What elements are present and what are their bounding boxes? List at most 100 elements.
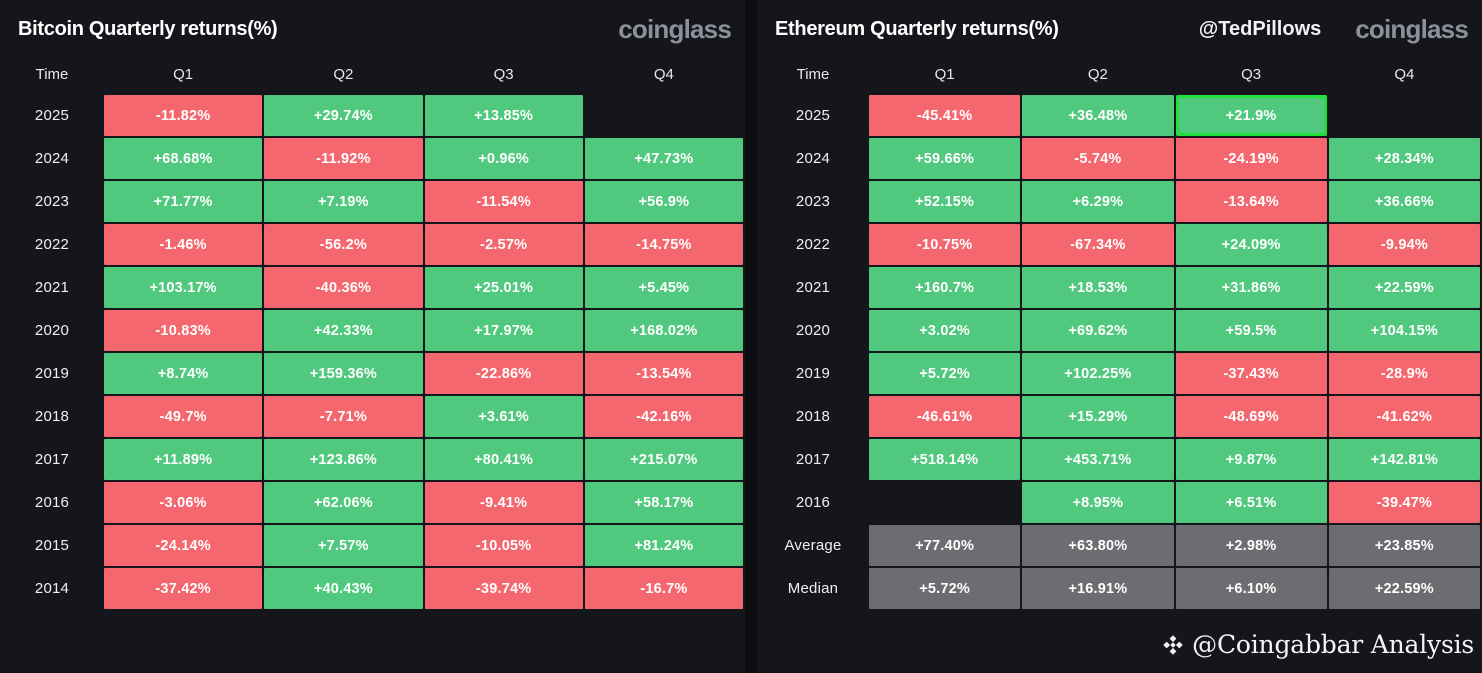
ethereum-cell[interactable]: -5.74% [1022, 138, 1174, 179]
bitcoin-cell[interactable]: -49.7% [104, 396, 263, 437]
bitcoin-cell[interactable]: +47.73% [584, 138, 743, 179]
bitcoin-cell[interactable]: +215.07% [584, 439, 743, 480]
ethereum-cell[interactable]: +59.66% [869, 138, 1021, 179]
ethereum-cell[interactable]: +9.87% [1175, 439, 1327, 480]
bitcoin-cell[interactable]: +68.68% [104, 138, 263, 179]
bitcoin-cell[interactable]: -39.74% [424, 568, 583, 609]
ethereum-cell[interactable]: +2.98% [1175, 525, 1327, 566]
bitcoin-cell[interactable]: -13.54% [584, 353, 743, 394]
bitcoin-cell[interactable] [585, 95, 743, 136]
bitcoin-cell[interactable]: +42.33% [264, 310, 423, 351]
ethereum-cell[interactable]: -39.47% [1328, 482, 1480, 523]
bitcoin-cell[interactable]: +103.17% [104, 267, 263, 308]
ethereum-cell[interactable]: -48.69% [1175, 396, 1327, 437]
bitcoin-cell[interactable]: +13.85% [424, 95, 583, 136]
ethereum-cell[interactable]: +8.95% [1022, 482, 1174, 523]
ethereum-cell[interactable]: +24.09% [1175, 224, 1327, 265]
ethereum-cell[interactable]: +453.71% [1022, 439, 1174, 480]
bitcoin-cell[interactable]: -9.41% [424, 482, 583, 523]
bitcoin-cell[interactable]: -24.14% [104, 525, 263, 566]
bitcoin-cell[interactable]: +56.9% [584, 181, 743, 222]
ethereum-cell[interactable]: +77.40% [869, 525, 1021, 566]
bitcoin-cell[interactable]: -7.71% [264, 396, 423, 437]
table-row: 2021 +103.17% -40.36% +25.01% +5.45% [2, 267, 743, 308]
ethereum-cell[interactable]: +31.86% [1175, 267, 1327, 308]
bitcoin-cell[interactable]: -42.16% [584, 396, 743, 437]
ethereum-cell[interactable]: +5.72% [869, 353, 1021, 394]
bitcoin-cell[interactable]: +25.01% [424, 267, 583, 308]
ethereum-cell[interactable]: -67.34% [1022, 224, 1174, 265]
bitcoin-cell[interactable]: -10.83% [104, 310, 263, 351]
ethereum-cell[interactable]: +5.72% [869, 568, 1021, 609]
ethereum-cell[interactable]: +3.02% [869, 310, 1021, 351]
bitcoin-cell[interactable]: +81.24% [584, 525, 743, 566]
bitcoin-cell[interactable]: +71.77% [104, 181, 263, 222]
bitcoin-cell[interactable]: -14.75% [584, 224, 743, 265]
ethereum-cell[interactable]: +36.48% [1022, 95, 1174, 136]
bitcoin-cell[interactable]: +11.89% [104, 439, 263, 480]
ethereum-cell[interactable]: +63.80% [1022, 525, 1174, 566]
bitcoin-cell[interactable]: -37.42% [104, 568, 263, 609]
bitcoin-cell[interactable]: -40.36% [264, 267, 423, 308]
ethereum-cell[interactable] [1329, 95, 1480, 136]
bitcoin-cell[interactable]: +29.74% [264, 95, 423, 136]
ethereum-cell[interactable]: +6.10% [1175, 568, 1327, 609]
ethereum-cell[interactable]: -9.94% [1328, 224, 1480, 265]
ethereum-cell[interactable]: +18.53% [1022, 267, 1174, 308]
ethereum-cell[interactable] [869, 482, 1020, 523]
ethereum-cell[interactable]: +6.51% [1175, 482, 1327, 523]
bitcoin-cell[interactable]: -3.06% [104, 482, 263, 523]
ethereum-cell[interactable]: -10.75% [869, 224, 1021, 265]
bitcoin-cell[interactable]: +8.74% [104, 353, 263, 394]
bitcoin-cell[interactable]: +80.41% [424, 439, 583, 480]
bitcoin-cell[interactable]: -16.7% [584, 568, 743, 609]
bitcoin-cell[interactable]: +7.19% [264, 181, 423, 222]
ethereum-cell[interactable]: +15.29% [1022, 396, 1174, 437]
bitcoin-cell[interactable]: +168.02% [584, 310, 743, 351]
bitcoin-cell[interactable]: +5.45% [584, 267, 743, 308]
ethereum-cell[interactable]: +22.59% [1328, 568, 1480, 609]
ethereum-col-header-q2: Q2 [1087, 66, 1108, 83]
bitcoin-cell[interactable]: +3.61% [424, 396, 583, 437]
ethereum-cell[interactable]: +142.81% [1328, 439, 1480, 480]
bitcoin-cell[interactable]: +123.86% [264, 439, 423, 480]
ethereum-cell[interactable]: +69.62% [1022, 310, 1174, 351]
ethereum-cell[interactable]: -24.19% [1175, 138, 1327, 179]
ethereum-cell[interactable]: +28.34% [1328, 138, 1480, 179]
ethereum-cell[interactable]: +59.5% [1175, 310, 1327, 351]
bitcoin-cell[interactable]: -11.82% [104, 95, 263, 136]
ethereum-cell[interactable]: +52.15% [869, 181, 1021, 222]
bitcoin-cell[interactable]: +7.57% [264, 525, 423, 566]
ethereum-cell[interactable]: +6.29% [1022, 181, 1174, 222]
ethereum-cell[interactable]: +21.9% [1175, 95, 1327, 136]
bitcoin-cell[interactable]: -2.57% [424, 224, 583, 265]
ethereum-cell[interactable]: +102.25% [1022, 353, 1174, 394]
bitcoin-cell[interactable]: +17.97% [424, 310, 583, 351]
ethereum-cell[interactable]: +22.59% [1328, 267, 1480, 308]
ethereum-cell[interactable]: -46.61% [869, 396, 1021, 437]
ethereum-cell[interactable]: +104.15% [1328, 310, 1480, 351]
bitcoin-cell[interactable]: -56.2% [264, 224, 423, 265]
ethereum-cell[interactable]: -37.43% [1175, 353, 1327, 394]
ethereum-cell[interactable]: -13.64% [1175, 181, 1327, 222]
bitcoin-cell[interactable]: +58.17% [584, 482, 743, 523]
bitcoin-cell[interactable]: -11.92% [264, 138, 423, 179]
ethereum-cell[interactable]: -45.41% [869, 95, 1021, 136]
bitcoin-table-body: 2025 -11.82% +29.74% +13.85% 2024 +68.68% -11.… [2, 95, 743, 609]
bitcoin-cell[interactable]: +40.43% [264, 568, 423, 609]
ethereum-cell[interactable]: -41.62% [1328, 396, 1480, 437]
bitcoin-cell[interactable]: +62.06% [264, 482, 423, 523]
bitcoin-cell[interactable]: -10.05% [424, 525, 583, 566]
ethereum-cell[interactable]: +23.85% [1328, 525, 1480, 566]
bitcoin-cell[interactable]: -22.86% [424, 353, 583, 394]
bitcoin-row-label: 2024 [34, 150, 70, 167]
ethereum-cell[interactable]: +16.91% [1022, 568, 1174, 609]
ethereum-cell[interactable]: -28.9% [1328, 353, 1480, 394]
bitcoin-cell[interactable]: -11.54% [424, 181, 583, 222]
bitcoin-cell[interactable]: -1.46% [104, 224, 263, 265]
ethereum-cell[interactable]: +518.14% [869, 439, 1021, 480]
bitcoin-cell[interactable]: +159.36% [264, 353, 423, 394]
bitcoin-cell[interactable]: +0.96% [424, 138, 583, 179]
ethereum-cell[interactable]: +36.66% [1328, 181, 1480, 222]
ethereum-cell[interactable]: +160.7% [869, 267, 1021, 308]
